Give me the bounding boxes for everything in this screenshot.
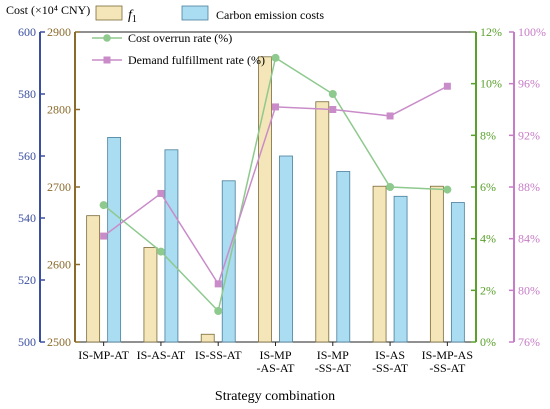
y-tick-label-outer-left-1: 520 — [18, 273, 36, 287]
bar-carbon-3 — [279, 155, 293, 343]
y-tick-label-inner-left-3: 2800 — [47, 103, 71, 117]
bar-carbon-0 — [107, 136, 122, 343]
x-tick-label-5: IS-AS -SS-AT — [372, 348, 409, 375]
legend: f1 Carbon emission costs Cost overrun ra… — [92, 5, 324, 67]
y-tick-label-inner-left-0: 2500 — [47, 335, 71, 349]
y-tick-label-outer-right-3: 88% — [518, 180, 540, 194]
legend-marker-cost-overrun — [103, 34, 111, 42]
bar-f1-6 — [429, 185, 444, 343]
x-tick-label-1: IS-AS-AT — [137, 348, 186, 362]
point-demand-0 — [100, 232, 108, 240]
y-tick-label-outer-left-0: 500 — [18, 335, 36, 349]
y-tick-label-inner-left-1: 2600 — [47, 258, 71, 272]
x-tick-label-0: IS-MP-AT — [78, 348, 129, 362]
legend-label-f1: f1 — [128, 8, 137, 25]
legend-label-carbon: Carbon emission costs — [216, 8, 324, 22]
bar-f1-2 — [200, 333, 215, 343]
y-tick-label-inner-left-2: 2700 — [47, 180, 71, 194]
y-axis-title: Cost (×10⁴ CNY) — [6, 3, 90, 17]
y-tick-label-inner-right-0: 0% — [480, 335, 496, 349]
legend-label-cost-overrun: Cost overrun rate (%) — [128, 31, 232, 45]
point-cost-overrun-0 — [99, 201, 108, 210]
y-tick-label-inner-right-1: 2% — [480, 283, 496, 297]
bar-carbon-5 — [393, 195, 408, 343]
point-demand-4 — [329, 106, 337, 113]
y-tick-label-outer-left-4: 580 — [18, 87, 36, 101]
y-tick-label-outer-right-0: 76% — [518, 335, 540, 349]
bar-f1-1 — [143, 247, 158, 343]
legend-swatch-f1 — [95, 5, 123, 21]
point-cost-overrun-3 — [271, 53, 280, 62]
bar-f1-5 — [372, 185, 387, 343]
point-demand-1 — [157, 189, 165, 197]
point-cost-overrun-5 — [386, 183, 395, 191]
point-cost-overrun-2 — [214, 307, 223, 315]
bar-f1-3 — [258, 56, 272, 343]
point-demand-3 — [272, 103, 279, 111]
y-tick-label-outer-left-2: 540 — [18, 211, 36, 225]
bar-f1-0 — [86, 215, 101, 343]
legend-marker-demand — [103, 56, 111, 64]
tick-labels: 500 520 540 560 580 600 2500 2600 2700 2800 2900 0%… — [18, 25, 546, 375]
x-tick-label-2: IS-SS-AT — [195, 348, 242, 362]
y-tick-label-outer-right-4: 92% — [518, 128, 540, 142]
point-cost-overrun-6 — [443, 185, 452, 194]
y-tick-label-inner-right-2: 4% — [480, 232, 496, 246]
point-demand-2 — [214, 280, 222, 288]
x-axis-title: Strategy combination — [215, 389, 335, 404]
y-tick-label-inner-right-6: 12% — [480, 25, 502, 39]
x-tick-label-4: IS-MP -SS-AT — [315, 348, 352, 375]
x-tick-label-3: IS-MP -AS-AT — [257, 348, 296, 375]
axes — [39, 31, 515, 346]
bar-carbon-4 — [336, 171, 351, 343]
y-tick-label-outer-right-2: 84% — [518, 232, 540, 246]
bar-carbon-6 — [450, 202, 465, 343]
y-tick-label-inner-right-3: 6% — [480, 180, 496, 194]
legend-label-demand: Demand fulfillment rate (%) — [128, 53, 265, 67]
legend-swatch-carbon — [181, 5, 209, 21]
y-tick-label-inner-right-5: 10% — [480, 77, 502, 91]
y-tick-label-outer-right-1: 80% — [518, 283, 540, 297]
x-tick-label-6: IS-MP-AS -SS-AT — [422, 348, 473, 375]
bar-f1-4 — [315, 101, 330, 343]
point-cost-overrun-1 — [156, 247, 165, 256]
plot-frame — [75, 31, 476, 343]
y-tick-label-outer-left-3: 560 — [18, 149, 36, 163]
y-tick-label-outer-left-5: 600 — [18, 25, 36, 39]
lines — [99, 53, 452, 315]
point-cost-overrun-4 — [328, 90, 337, 98]
bars — [86, 56, 465, 343]
point-demand-5 — [386, 112, 394, 120]
point-demand-6 — [443, 82, 451, 90]
y-tick-label-inner-right-4: 8% — [480, 128, 496, 142]
y-tick-label-inner-left-4: 2900 — [47, 25, 71, 39]
y-tick-label-outer-right-6: 100% — [518, 25, 546, 39]
bar-carbon-1 — [164, 149, 179, 343]
y-tick-label-outer-right-5: 96% — [518, 77, 540, 91]
